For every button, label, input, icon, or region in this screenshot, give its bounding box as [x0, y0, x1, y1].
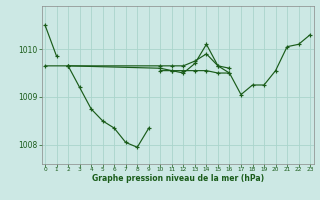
X-axis label: Graphe pression niveau de la mer (hPa): Graphe pression niveau de la mer (hPa): [92, 174, 264, 183]
